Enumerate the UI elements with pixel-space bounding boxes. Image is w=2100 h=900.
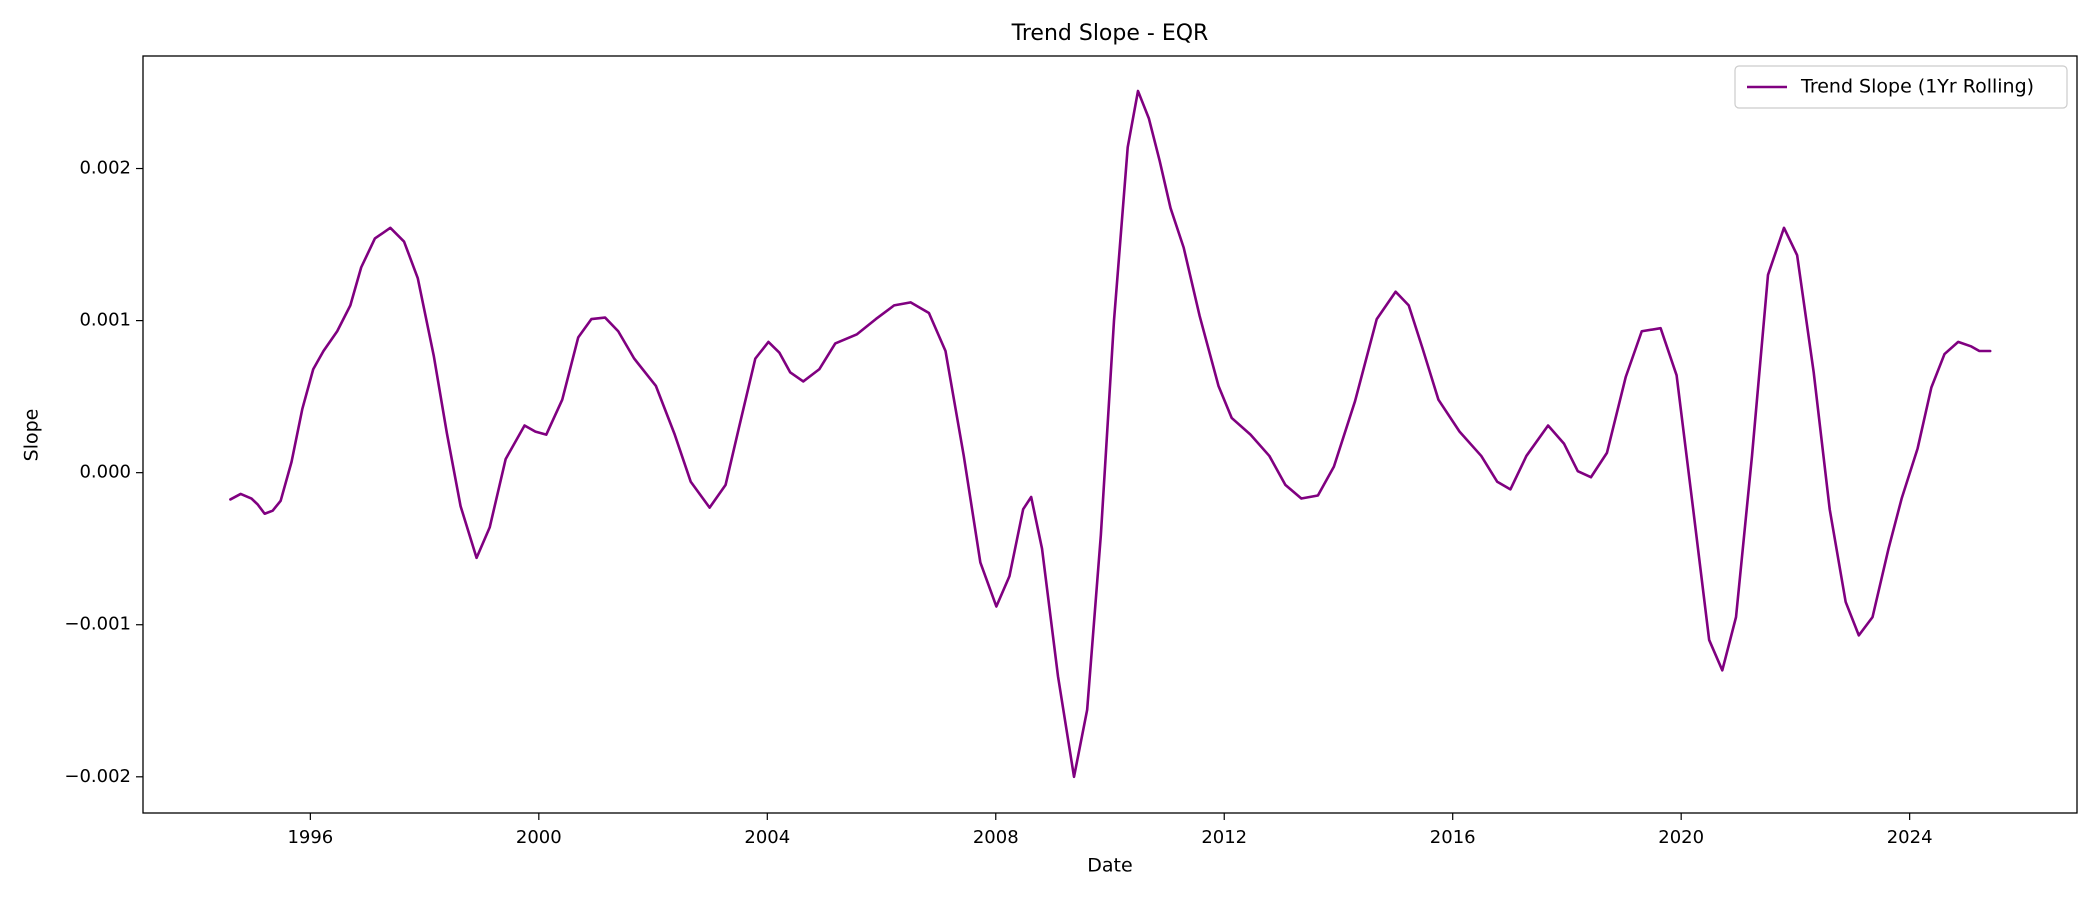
legend: Trend Slope (1Yr Rolling) xyxy=(1734,65,2068,109)
y-axis-label: Slope xyxy=(21,409,43,462)
x-tick-label: 2000 xyxy=(516,827,562,848)
data-line xyxy=(229,89,1992,779)
x-tick-label: 2004 xyxy=(744,827,790,848)
plot-frame xyxy=(142,55,2078,814)
x-tick-label: 2008 xyxy=(973,827,1019,848)
x-tick-label: 2012 xyxy=(1201,827,1247,848)
x-tick-label: 2024 xyxy=(1887,827,1933,848)
y-tick-label: 0.000 xyxy=(79,462,131,483)
legend-box xyxy=(1734,65,2068,109)
legend-label: Trend Slope (1Yr Rolling) xyxy=(1800,76,2034,98)
x-axis-label: Date xyxy=(1087,855,1132,877)
x-tick-label: 2016 xyxy=(1430,827,1476,848)
y-tick-label: 0.002 xyxy=(79,158,131,179)
y-tick-label: −0.001 xyxy=(64,614,131,635)
x-tick-label: 2020 xyxy=(1658,827,1704,848)
x-tick-label: 1996 xyxy=(287,827,333,848)
y-tick-label: −0.002 xyxy=(64,766,131,787)
chart-title: Trend Slope - EQR xyxy=(1011,21,1209,46)
y-tick-label: 0.001 xyxy=(79,310,131,331)
